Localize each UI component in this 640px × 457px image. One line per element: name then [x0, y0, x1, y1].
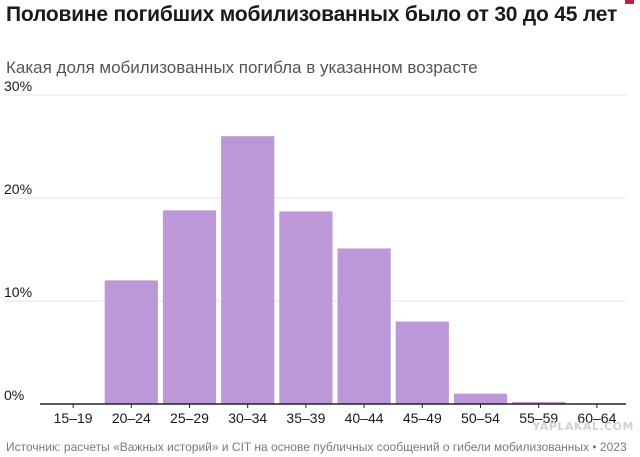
x-tick-label: 30–34 — [228, 410, 267, 426]
x-tick-label: 50–54 — [461, 410, 500, 426]
x-tick-label: 15–19 — [54, 410, 93, 426]
y-tick-label: 0% — [4, 387, 24, 403]
x-tick-label: 60–64 — [577, 410, 616, 426]
y-tick-label: 20% — [4, 181, 32, 197]
chart-subtitle: Какая доля мобилизованных погибла в указ… — [6, 58, 478, 77]
x-tick-label: 25–29 — [170, 410, 209, 426]
bar — [395, 321, 449, 404]
x-tick-label: 35–39 — [286, 410, 325, 426]
source-note: Источник: расчеты «Важных историй» и CIT… — [6, 440, 627, 454]
x-tick-label: 40–44 — [345, 410, 384, 426]
bar — [221, 136, 275, 404]
bar — [453, 393, 508, 404]
y-tick-label: 30% — [4, 78, 32, 94]
brand-mark — [625, 0, 634, 4]
bar — [162, 210, 217, 404]
watermark: YAPLAKAL.COM — [532, 420, 634, 433]
x-tick-label: 45–49 — [403, 410, 442, 426]
x-tick-label: 55–59 — [519, 410, 558, 426]
bar — [512, 401, 566, 404]
bar — [337, 248, 391, 404]
chart-title: Половине погибших мобилизованных было от… — [6, 3, 618, 26]
bar — [104, 280, 158, 404]
y-tick-label: 10% — [4, 284, 32, 300]
x-tick-label: 20–24 — [112, 410, 151, 426]
bar — [279, 211, 333, 404]
